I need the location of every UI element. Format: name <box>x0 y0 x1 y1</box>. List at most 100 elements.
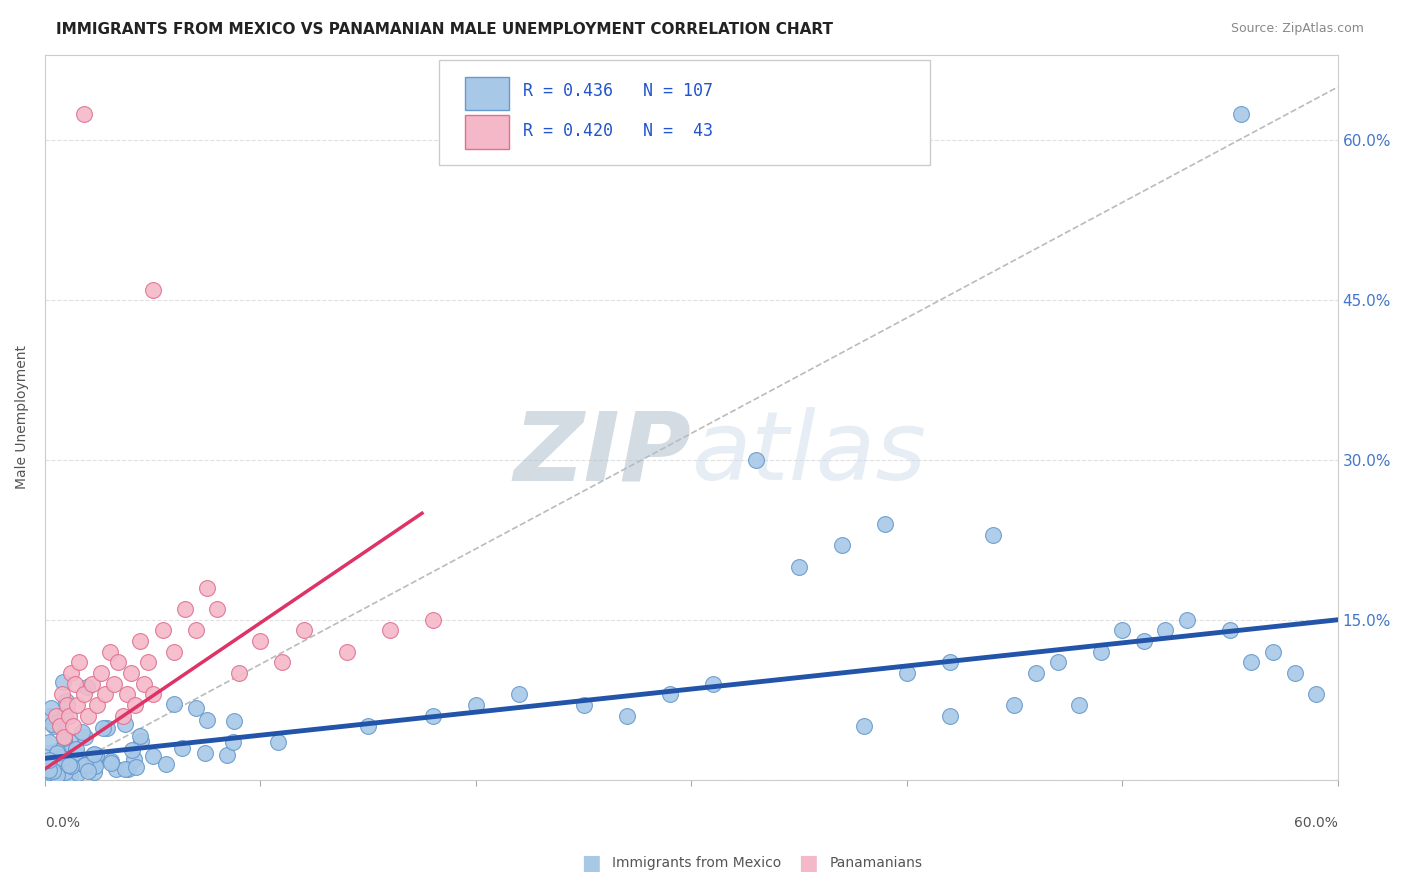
Point <box>90 666 112 681</box>
Point <box>121 743 143 757</box>
Point <box>45 768 67 782</box>
Point <box>195 713 218 727</box>
Point <box>616 708 638 723</box>
Point <box>39 701 62 715</box>
Point <box>84 748 107 763</box>
Point <box>82 747 104 762</box>
Point <box>63 676 86 690</box>
Point <box>38 734 60 748</box>
Point <box>981 527 1004 541</box>
Text: Panamanians: Panamanians <box>830 856 922 871</box>
Point <box>125 760 148 774</box>
Point <box>73 730 96 744</box>
Point <box>422 708 444 723</box>
Point <box>39 765 62 780</box>
Point <box>59 734 82 748</box>
Point <box>51 751 73 765</box>
Point <box>1154 624 1177 638</box>
Point <box>1025 666 1047 681</box>
Point <box>52 756 75 770</box>
Point <box>53 710 76 724</box>
Point <box>336 645 359 659</box>
FancyBboxPatch shape <box>465 77 509 111</box>
Point <box>152 624 174 638</box>
Point <box>787 559 810 574</box>
Point <box>45 746 67 760</box>
Point <box>51 687 73 701</box>
Point <box>1090 645 1112 659</box>
Point <box>111 708 134 723</box>
Point <box>100 755 122 769</box>
Point <box>55 698 77 712</box>
Point <box>38 754 60 768</box>
Point <box>73 757 96 772</box>
Point <box>70 724 93 739</box>
Point <box>464 698 486 712</box>
Y-axis label: Male Unemployment: Male Unemployment <box>15 345 30 490</box>
FancyBboxPatch shape <box>465 115 509 149</box>
Point <box>122 752 145 766</box>
Point <box>44 757 66 772</box>
Point <box>82 676 104 690</box>
Point <box>1175 613 1198 627</box>
Point <box>114 717 136 731</box>
Point <box>142 687 165 701</box>
Point <box>62 719 84 733</box>
Point <box>115 687 138 701</box>
Point <box>42 718 65 732</box>
Point <box>138 656 160 670</box>
Point <box>53 730 76 744</box>
Point <box>65 747 87 761</box>
Point <box>1261 645 1284 659</box>
Point <box>69 656 91 670</box>
Point <box>45 754 67 768</box>
Point <box>93 722 115 736</box>
Point <box>1046 656 1069 670</box>
Point <box>49 750 72 764</box>
Point <box>103 676 125 690</box>
Point <box>195 581 218 595</box>
Point <box>174 602 197 616</box>
Point <box>58 708 80 723</box>
Point <box>76 764 98 779</box>
Point <box>59 666 82 681</box>
Point <box>184 701 207 715</box>
Point <box>45 764 67 779</box>
Point <box>1219 624 1241 638</box>
Point <box>60 759 83 773</box>
Point <box>1132 634 1154 648</box>
Point <box>163 697 186 711</box>
Point <box>83 747 105 762</box>
Point <box>1284 666 1306 681</box>
Point <box>117 762 139 776</box>
Point <box>939 708 962 723</box>
Point <box>45 708 67 723</box>
Point <box>852 719 875 733</box>
Point <box>194 746 217 760</box>
Text: Immigrants from Mexico: Immigrants from Mexico <box>612 856 780 871</box>
Point <box>1004 698 1026 712</box>
Point <box>1069 698 1091 712</box>
Point <box>77 708 100 723</box>
Text: 60.0%: 60.0% <box>1294 816 1337 830</box>
Point <box>42 764 65 778</box>
Point <box>422 613 444 627</box>
Point <box>267 735 290 749</box>
Point <box>65 742 87 756</box>
Point <box>66 765 89 780</box>
Point <box>357 719 380 733</box>
Point <box>896 666 918 681</box>
Point <box>129 733 152 747</box>
Point <box>292 624 315 638</box>
Text: atlas: atlas <box>692 407 927 500</box>
Point <box>875 516 897 531</box>
Point <box>207 602 229 616</box>
Point <box>1229 107 1251 121</box>
Point <box>378 624 401 638</box>
Point <box>222 714 245 729</box>
Point <box>76 680 98 694</box>
Text: R = 0.436   N = 107: R = 0.436 N = 107 <box>523 82 713 101</box>
Point <box>58 769 80 783</box>
Point <box>1240 656 1263 670</box>
Point <box>84 758 107 772</box>
